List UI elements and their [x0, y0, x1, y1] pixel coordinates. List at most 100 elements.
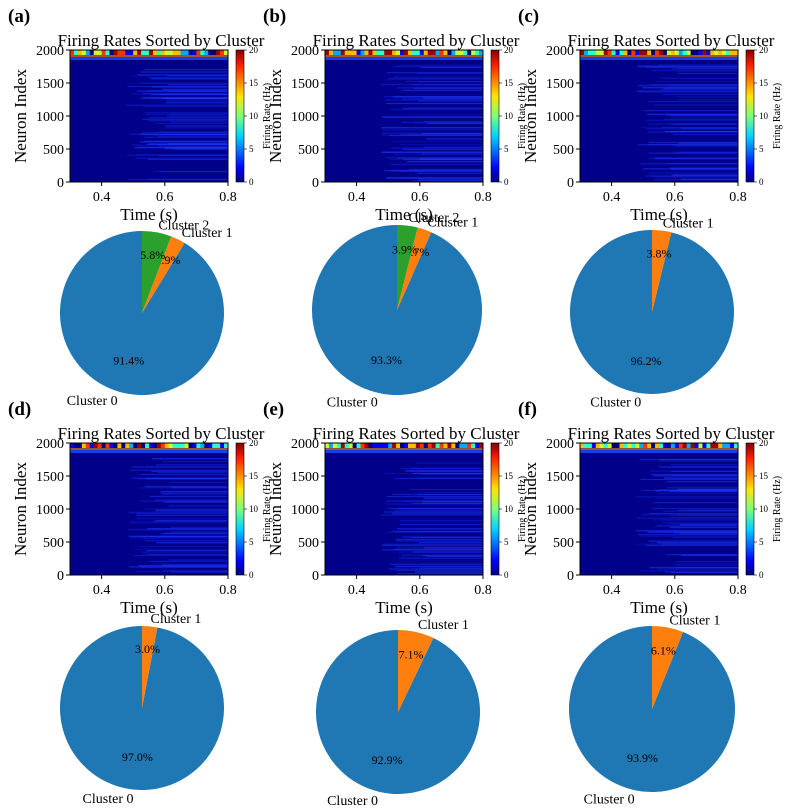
heatmap-stripe — [128, 511, 228, 514]
heatmap-stripe — [424, 547, 483, 549]
heatmap-stripe — [391, 493, 483, 496]
heatmap-stripe — [672, 563, 738, 565]
pie-slice-cluster-1 — [398, 630, 434, 712]
heatmap-cluster-band — [459, 50, 464, 55]
heatmap-stripe — [136, 517, 228, 520]
x-tick-label: 0.4 — [348, 190, 366, 205]
heatmap-stripe — [386, 72, 483, 74]
heatmap-stripe — [140, 71, 228, 73]
pie-slice-label: Cluster 2 — [158, 218, 209, 233]
heatmap-cluster-band — [125, 443, 130, 448]
heatmap-stripe — [135, 154, 228, 156]
heatmap-stripe — [136, 514, 228, 516]
heatmap-cluster-band — [467, 443, 472, 448]
x-axis-label: Time (s) — [375, 205, 432, 224]
heatmap-stripe — [167, 75, 228, 77]
heatmap-cluster-band — [619, 50, 624, 55]
heatmap-stripe — [638, 85, 738, 87]
heatmap-stripe — [140, 133, 228, 136]
colorbar-tick-label: 15 — [504, 471, 514, 481]
heatmap-stripe — [139, 545, 228, 547]
y-tick-label: 500 — [553, 143, 574, 158]
heatmap-stripe — [415, 571, 483, 573]
heatmap-stripe — [149, 560, 228, 563]
heatmap-stripe — [149, 116, 228, 119]
heatmap-cluster-band — [384, 443, 389, 448]
heatmap-stripe — [650, 473, 738, 476]
heatmap-cluster-band — [706, 443, 711, 448]
heatmap-cluster-band — [133, 443, 138, 448]
heatmap-stripe — [394, 154, 483, 155]
heatmap-cluster-band — [647, 443, 652, 448]
heatmap-cluster-band — [380, 50, 385, 55]
heatmap-cluster-band — [141, 443, 146, 448]
heatmap-stripe — [662, 127, 738, 129]
heatmap-stripe — [671, 144, 738, 147]
heatmap-stripe — [392, 140, 483, 142]
heatmap-cluster-band — [348, 443, 354, 448]
heatmap-stripe — [161, 533, 228, 535]
heatmap-stripe — [421, 500, 483, 502]
heatmap-stripe — [672, 174, 738, 176]
heatmap-stripe — [397, 508, 483, 510]
heatmap-cluster-band — [599, 50, 605, 55]
pie-percent-label: 93.9% — [627, 751, 658, 765]
heatmap-stripe — [663, 510, 738, 512]
heatmap-cluster-band — [97, 50, 103, 55]
heatmap-stripe — [393, 76, 483, 78]
heatmap-stripe — [134, 157, 228, 159]
heatmap-cluster-band — [328, 50, 334, 55]
heatmap-cluster-band — [352, 443, 358, 448]
heatmap-stripe — [411, 179, 483, 182]
heatmap-stripe — [172, 148, 228, 151]
heatmap-cluster-band — [447, 50, 452, 55]
heatmap-stripe — [647, 113, 738, 116]
heatmap-stripe — [152, 86, 228, 88]
heatmap-cluster-band — [204, 50, 209, 55]
heatmap-stripe — [417, 72, 483, 74]
heatmap-cluster-band — [372, 443, 377, 448]
heatmap-stripe — [398, 531, 483, 533]
heatmap-cluster-band — [356, 50, 362, 55]
heatmap-stripe — [134, 147, 228, 149]
heatmap-cluster-band — [435, 50, 441, 55]
heatmap-stripe — [381, 134, 483, 136]
heatmap-stripe — [158, 136, 228, 138]
heatmap-cluster-band — [109, 50, 114, 55]
heatmap-cluster-band — [439, 50, 444, 55]
heatmap-cluster-band — [208, 50, 213, 55]
heatmap-stripe — [681, 127, 738, 130]
heatmap-stripe — [161, 564, 228, 566]
y-tick-label: 1500 — [36, 470, 64, 485]
heatmap-stripe — [134, 548, 228, 550]
pie-chart: 93.9% Cluster 0 6.1% Cluster 1 — [569, 613, 736, 808]
heatmap-cluster-band — [710, 443, 715, 448]
heatmap-cluster-band — [611, 50, 617, 55]
heatmap-stripe — [164, 532, 228, 534]
heatmap-stripe — [653, 475, 738, 477]
colorbar-tick-label: 15 — [759, 78, 769, 88]
panel-b: (b)Firing Rates Sorted by Cluster0500100… — [263, 6, 528, 410]
heatmap-stripe — [168, 90, 228, 92]
heatmap-cluster-band — [407, 443, 413, 448]
heatmap-stripe — [142, 96, 228, 99]
pie-chart: 92.9% Cluster 0 7.1% Cluster 1 — [316, 618, 481, 809]
heatmap-stripe — [654, 489, 738, 492]
heatmap-cluster-band — [168, 443, 174, 448]
heatmap-stripe — [162, 461, 228, 463]
heatmap-stripe — [673, 532, 738, 534]
colorbar-tick-label: 15 — [249, 471, 259, 481]
heatmap-stripe — [144, 136, 228, 138]
heatmap-cluster-band — [93, 443, 99, 448]
heatmap-cluster-band — [702, 443, 707, 448]
y-tick-label: 1000 — [546, 503, 574, 518]
heatmap-stripe — [426, 138, 483, 140]
pie-slice-cluster-0 — [316, 630, 481, 794]
y-tick-label: 500 — [298, 143, 319, 158]
heatmap-stripe — [649, 470, 738, 472]
colorbar — [746, 50, 754, 182]
heatmap-stripe — [680, 178, 738, 180]
heatmap-stripe — [154, 134, 228, 136]
heatmap-stripe — [648, 101, 738, 103]
heatmap-stripe — [135, 513, 228, 514]
